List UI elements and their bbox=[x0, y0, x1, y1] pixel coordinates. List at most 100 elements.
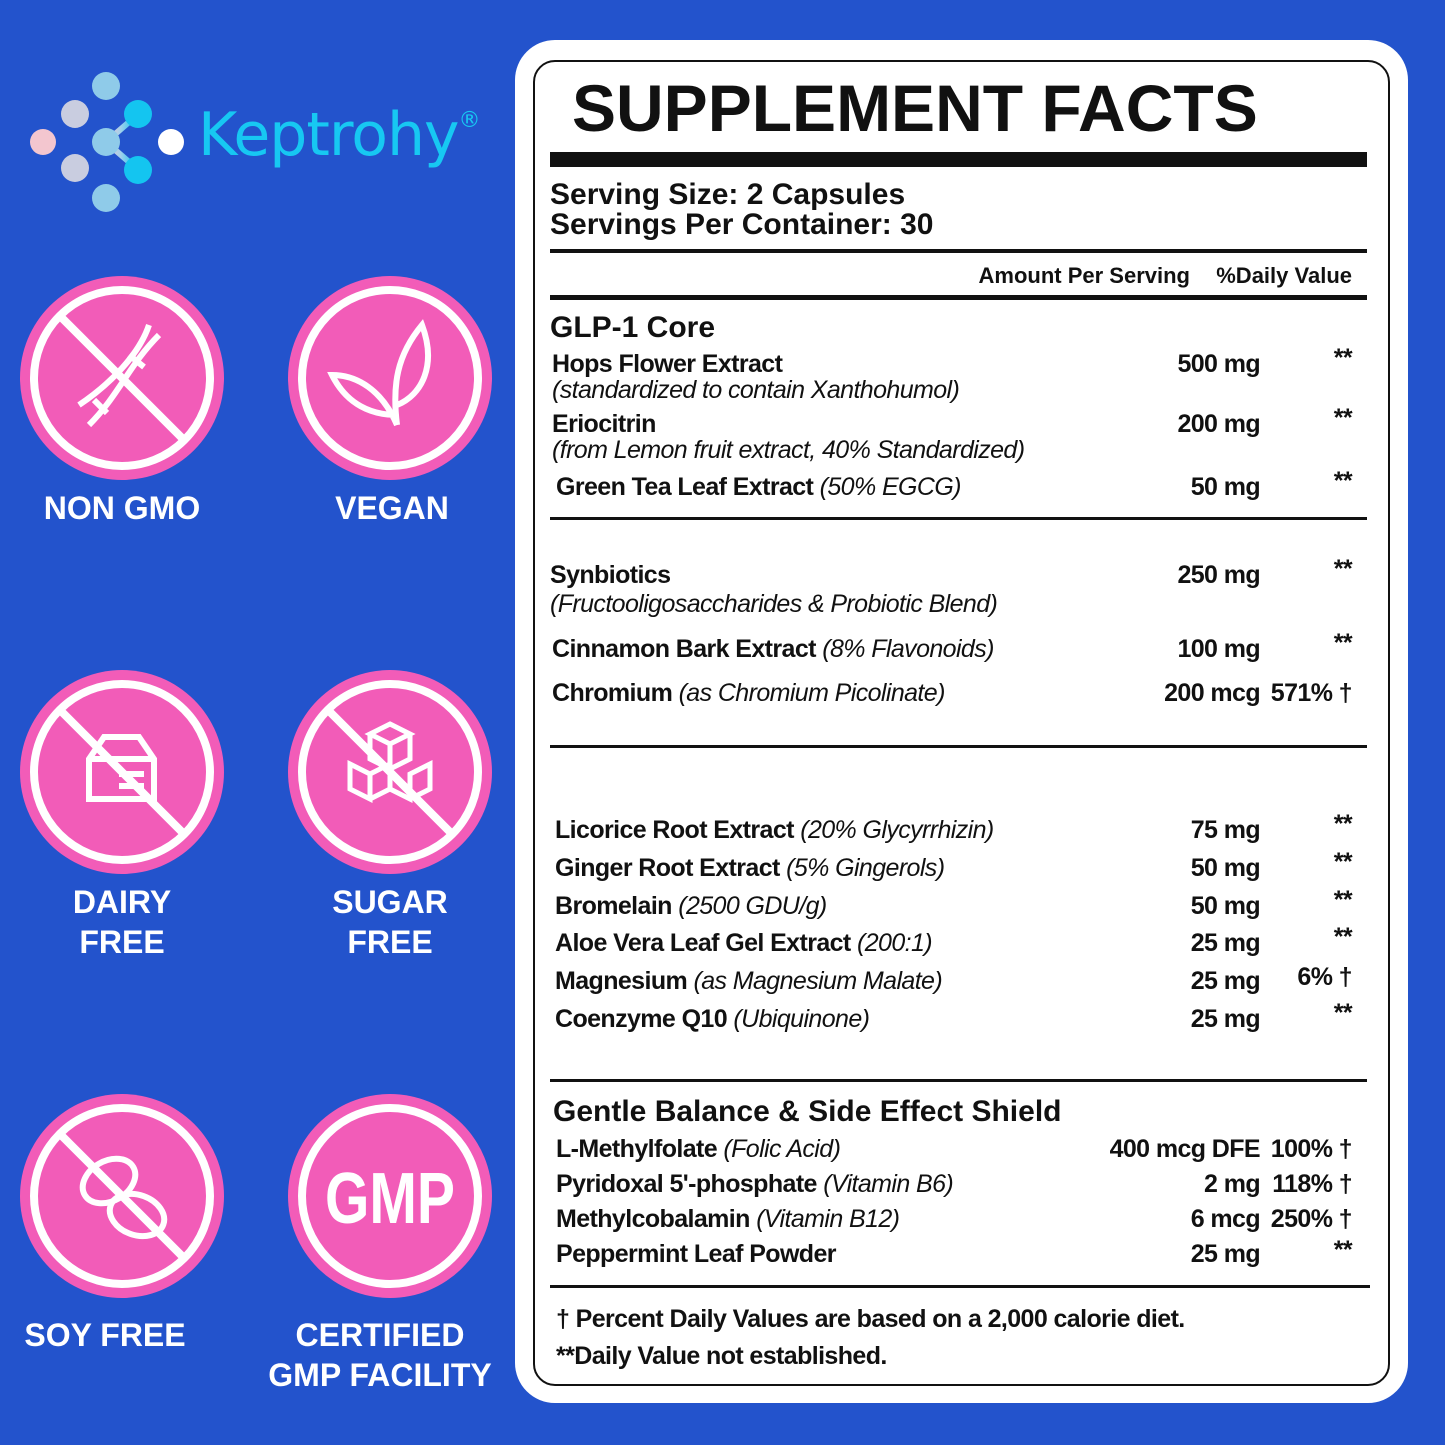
ingredient-note: (20% Glycyrrhizin) bbox=[800, 816, 994, 844]
ingredient-note: (Vitamin B12) bbox=[756, 1205, 900, 1233]
ingredient-row: Eriocitrin 200 mg ** bbox=[552, 404, 1367, 439]
daily-value: 571% † bbox=[1270, 679, 1353, 707]
ingredient-name: Chromium bbox=[552, 679, 673, 707]
amount: 200 mcg bbox=[1164, 679, 1260, 707]
section-heading: Gentle Balance & Side Effect Shield bbox=[553, 1095, 1062, 1128]
ingredient-name: Coenzyme Q10 bbox=[555, 1005, 728, 1033]
ingredient-row: Licorice Root Extract (20% Glycyrrhizin)… bbox=[555, 810, 1367, 845]
ingredient-name: Peppermint Leaf Powder bbox=[556, 1240, 837, 1268]
facts-title: SUPPLEMENT FACTS bbox=[572, 71, 1258, 145]
daily-value: ** bbox=[1333, 404, 1353, 432]
divider bbox=[550, 295, 1367, 300]
amount: 200 mg bbox=[1177, 410, 1260, 438]
amount: 100 mg bbox=[1177, 635, 1260, 663]
ingredient-row: Aloe Vera Leaf Gel Extract (200:1) 25 mg *… bbox=[555, 923, 1367, 958]
daily-value: ** bbox=[1333, 344, 1353, 372]
ingredient-name: Magnesium bbox=[555, 967, 688, 995]
amount: 500 mg bbox=[1177, 350, 1260, 378]
daily-value: ** bbox=[1333, 555, 1353, 583]
ingredient-row: Pyridoxal 5'-phosphate (Vitamin B6) 2 mg 1… bbox=[556, 1169, 1367, 1199]
amount: 6 mcg bbox=[1190, 1205, 1261, 1233]
vegan-badge bbox=[288, 276, 492, 480]
ingredient-note: (50% EGCG) bbox=[819, 473, 962, 501]
gmp-badge: GMP bbox=[288, 1094, 492, 1298]
ingredient-name: Cinnamon Bark Extract bbox=[552, 635, 816, 663]
ingredient-row: Hops Flower Extract 500 mg ** bbox=[552, 344, 1367, 379]
badge-label-line: FREE bbox=[79, 924, 165, 960]
daily-value: ** bbox=[1333, 923, 1353, 951]
divider bbox=[550, 517, 1367, 520]
badge-label-line: FREE bbox=[347, 924, 433, 960]
badge-label: CERTIFIED GMP FACILITY bbox=[230, 1315, 530, 1395]
amount: 25 mg bbox=[1190, 929, 1261, 957]
ingredient-sub: (from Lemon fruit extract, 40% Standardi… bbox=[552, 435, 1367, 465]
ingredient-name: Hops Flower Extract bbox=[552, 350, 783, 378]
brand-logo-icon bbox=[30, 72, 184, 212]
ingredient-note: (Ubiquinone) bbox=[733, 1005, 870, 1033]
sugar-free-badge bbox=[288, 670, 492, 874]
ingredient-note: (Folic Acid) bbox=[723, 1135, 841, 1163]
ingredient-row: Synbiotics 250 mg ** bbox=[550, 555, 1367, 590]
brand-name: Keptrohy® bbox=[198, 100, 480, 170]
dv-header: %Daily Value bbox=[1216, 263, 1352, 288]
ingredient-note: (Vitamin B6) bbox=[823, 1170, 954, 1198]
ingredient-name: Bromelain bbox=[555, 892, 672, 920]
amount: 75 mg bbox=[1190, 816, 1261, 844]
daily-value: ** bbox=[1333, 629, 1353, 657]
badge-label-line: GMP FACILITY bbox=[268, 1357, 492, 1393]
ingredient-name: Aloe Vera Leaf Gel Extract bbox=[555, 929, 851, 957]
ingredient-sub: (Fructooligosaccharides & Probiotic Blen… bbox=[550, 589, 1365, 619]
ingredient-note: (Fructooligosaccharides & Probiotic Blen… bbox=[550, 590, 998, 618]
divider bbox=[550, 152, 1367, 167]
amount-header: Amount Per Serving bbox=[978, 263, 1190, 288]
dna-icon bbox=[77, 323, 162, 428]
ingredient-row: Green Tea Leaf Extract (50% EGCG) 50 mg ** bbox=[556, 467, 1367, 502]
ingredient-name: Ginger Root Extract bbox=[555, 854, 780, 882]
daily-value: ** bbox=[1333, 886, 1353, 914]
amount: 400 mcg DFE bbox=[1109, 1135, 1261, 1163]
ingredient-row: Coenzyme Q10 (Ubiquinone) 25 mg ** bbox=[555, 999, 1367, 1034]
daily-value: ** bbox=[1333, 467, 1353, 495]
servings-per-container: Servings Per Container: 30 bbox=[550, 208, 934, 241]
ingredient-row: Cinnamon Bark Extract (8% Flavonoids) 100… bbox=[552, 629, 1367, 664]
ingredient-sub: (standardized to contain Xanthohumol) bbox=[552, 375, 1367, 405]
badge-label: SUGAR FREE bbox=[240, 882, 540, 962]
daily-value: 118% † bbox=[1272, 1170, 1352, 1198]
ingredient-row: Bromelain (2500 GDU/g) 50 mg ** bbox=[555, 886, 1367, 921]
ingredient-name: Methylcobalamin bbox=[556, 1205, 750, 1233]
serving-size: Serving Size: 2 Capsules bbox=[550, 178, 906, 211]
ingredient-note: (5% Gingerols) bbox=[786, 854, 945, 882]
daily-value: 250% † bbox=[1270, 1205, 1353, 1233]
badge-label: VEGAN bbox=[335, 490, 449, 526]
ingredient-note: (standardized to contain Xanthohumol) bbox=[552, 376, 960, 404]
brand-text: Keptrohy bbox=[198, 100, 459, 170]
amount: 25 mg bbox=[1190, 1240, 1261, 1268]
ingredient-note: (from Lemon fruit extract, 40% Standardi… bbox=[552, 436, 1025, 464]
badge-label-line: SUGAR bbox=[332, 884, 448, 920]
ingredient-name: Synbiotics bbox=[550, 561, 671, 589]
section-heading: GLP-1 Core bbox=[550, 311, 716, 344]
amount: 50 mg bbox=[1190, 892, 1261, 920]
amount: 50 mg bbox=[1190, 473, 1261, 501]
ingredient-row: Chromium (as Chromium Picolinate) 200 mcg… bbox=[552, 678, 1367, 708]
leaf-icon bbox=[327, 319, 431, 427]
badge-label: NON GMO bbox=[43, 490, 201, 526]
ingredient-row: L-Methylfolate (Folic Acid) 400 mcg DFE 10… bbox=[556, 1134, 1367, 1164]
badge-label-line: DAIRY bbox=[72, 884, 172, 920]
amount: 250 mg bbox=[1177, 561, 1260, 589]
ingredient-name: Eriocitrin bbox=[552, 410, 656, 438]
ingredient-note: (as Chromium Picolinate) bbox=[678, 679, 946, 707]
gmp-icon-text: GMP bbox=[325, 1159, 455, 1239]
ingredient-note: (2500 GDU/g) bbox=[678, 892, 827, 920]
ingredient-name: Pyridoxal 5'-phosphate bbox=[556, 1170, 817, 1198]
sugar-cubes-icon bbox=[347, 721, 433, 804]
divider bbox=[550, 1079, 1367, 1082]
daily-value: ** bbox=[1333, 999, 1353, 1027]
amount: 50 mg bbox=[1190, 854, 1261, 882]
ingredient-name: Licorice Root Extract bbox=[555, 816, 794, 844]
amount: 25 mg bbox=[1190, 1005, 1261, 1033]
soybean-icon bbox=[79, 1155, 168, 1240]
soy-free-badge bbox=[20, 1094, 224, 1298]
footnote-not-established: **Daily Value not established. bbox=[556, 1342, 887, 1370]
divider bbox=[550, 249, 1367, 253]
